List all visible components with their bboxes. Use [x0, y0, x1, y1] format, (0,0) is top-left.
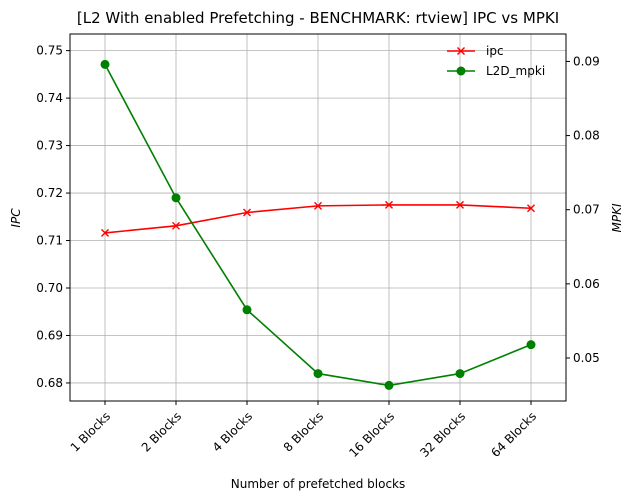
x-tick-label: 4 Blocks — [210, 409, 255, 454]
y-tick-label-left: 0.68 — [36, 376, 63, 390]
legend: ipc L2D_mpki — [447, 44, 545, 78]
y-tick-label-left: 0.71 — [36, 234, 63, 248]
y-tick-label-right: 0.08 — [573, 129, 600, 143]
data-point — [314, 201, 322, 210]
x-tick-label: 64 Blocks — [488, 409, 539, 460]
data-point — [172, 221, 180, 230]
x-tick-label: 16 Blocks — [346, 409, 397, 460]
x-tick-label: 1 Blocks — [68, 409, 113, 454]
y-tick-label-right: 0.09 — [573, 54, 600, 68]
y-tick-label-left: 0.74 — [36, 91, 63, 105]
y-tick-label-left: 0.70 — [36, 281, 63, 295]
x-tick-label: 32 Blocks — [417, 409, 468, 460]
series-layer — [100, 59, 536, 390]
chart-title: [L2 With enabled Prefetching - BENCHMARK… — [77, 9, 559, 27]
legend-label-l2d-mpki: L2D_mpki — [486, 64, 545, 78]
y-tick-label-right: 0.05 — [573, 351, 600, 365]
data-point — [456, 200, 464, 209]
data-point — [100, 59, 110, 69]
y-tick-label-left: 0.75 — [36, 44, 63, 58]
x-tick-label: 8 Blocks — [281, 409, 326, 454]
legend-label-ipc: ipc — [486, 44, 504, 58]
y-tick-label-left: 0.69 — [36, 328, 63, 342]
y-tick-label-left: 0.73 — [36, 139, 63, 153]
x-axis-label: Number of prefetched blocks — [231, 477, 406, 491]
y-tick-label-right: 0.07 — [573, 203, 600, 217]
x-tick-label: 2 Blocks — [139, 409, 184, 454]
y-tick-label-left: 0.72 — [36, 186, 63, 200]
data-point — [455, 369, 465, 379]
legend-entry-ipc: ipc — [447, 44, 504, 58]
data-point — [385, 200, 393, 209]
legend-marker — [456, 66, 466, 76]
data-point — [384, 380, 394, 390]
legend-marker — [457, 47, 465, 55]
data-point — [242, 305, 252, 315]
y-axis-label-right: MPKI — [610, 203, 624, 232]
y-tick-label-right: 0.06 — [573, 277, 600, 291]
y-axis-label-left: IPC — [9, 208, 23, 228]
data-point — [313, 369, 323, 379]
data-point — [243, 208, 251, 217]
data-point — [171, 193, 181, 203]
data-point — [527, 204, 535, 213]
grid — [70, 34, 566, 401]
data-point — [101, 228, 109, 237]
legend-entry-l2d-mpki: L2D_mpki — [447, 64, 545, 78]
data-point — [526, 340, 536, 350]
